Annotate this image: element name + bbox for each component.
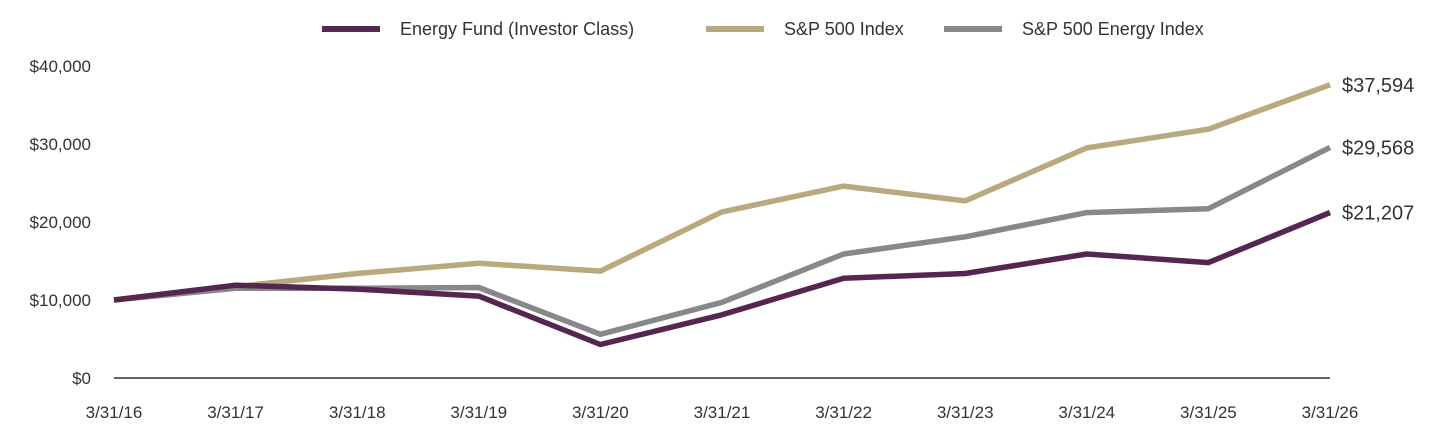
end-value-label-2: $29,568 xyxy=(1342,137,1414,159)
x-tick-label: 3/31/19 xyxy=(450,403,507,422)
legend-label-2: S&P 500 Energy Index xyxy=(1022,19,1204,39)
series-line-2 xyxy=(113,144,1332,338)
x-tick-label: 3/31/18 xyxy=(329,403,386,422)
y-tick-label: $30,000 xyxy=(30,135,91,154)
x-tick-label: 3/31/26 xyxy=(1302,403,1359,422)
x-tick-label: 3/31/25 xyxy=(1180,403,1237,422)
y-tick-label: $20,000 xyxy=(30,213,91,232)
y-tick-label: $40,000 xyxy=(30,57,91,76)
series-lines xyxy=(113,82,1332,348)
y-axis: $0 $10,000 $20,000 $30,000 $40,000 xyxy=(30,57,91,388)
x-tick-label: 3/31/17 xyxy=(207,403,264,422)
x-tick-label: 3/31/24 xyxy=(1058,403,1115,422)
legend-label-0: Energy Fund (Investor Class) xyxy=(400,19,634,39)
x-tick-label: 3/31/21 xyxy=(694,403,751,422)
end-labels: $21,207 $37,594 $29,568 xyxy=(1342,75,1414,225)
series-line-1 xyxy=(113,82,1331,303)
x-tick-label: 3/31/16 xyxy=(86,403,143,422)
x-axis: 3/31/16 3/31/17 3/31/18 3/31/19 3/31/20 3/31/… xyxy=(86,403,1359,422)
chart-legend: Energy Fund (Investor Class) S&P 500 Inde… xyxy=(322,19,1204,39)
y-tick-label: $10,000 xyxy=(30,291,91,310)
end-value-label-0: $21,207 xyxy=(1342,203,1414,225)
series-line-0 xyxy=(113,210,1332,348)
end-value-label-1: $37,594 xyxy=(1342,75,1414,97)
x-tick-label: 3/31/23 xyxy=(937,403,994,422)
y-tick-label: $0 xyxy=(72,369,91,388)
x-tick-label: 3/31/22 xyxy=(815,403,872,422)
x-tick-label: 3/31/20 xyxy=(572,403,629,422)
legend-label-1: S&P 500 Index xyxy=(784,19,904,39)
